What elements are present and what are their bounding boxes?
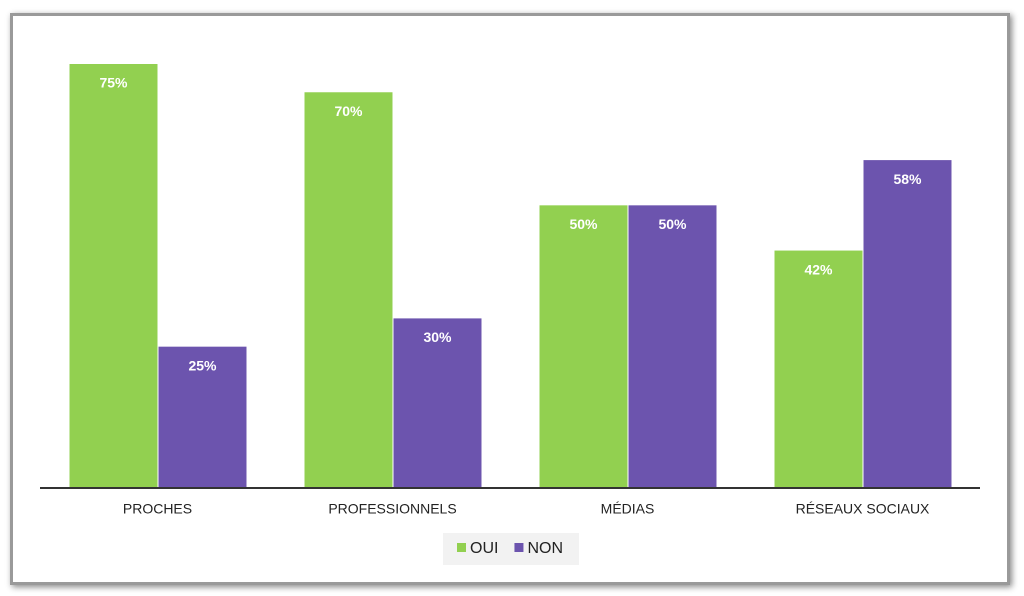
- bar: [69, 64, 158, 488]
- bar: [304, 92, 393, 489]
- bar: [863, 160, 952, 488]
- value-label: 50%: [569, 216, 598, 232]
- value-label: 70%: [334, 103, 363, 119]
- bar: [158, 346, 247, 488]
- x-tick-label: PROFESSIONNELS: [328, 501, 456, 517]
- value-label: 50%: [658, 216, 687, 232]
- value-label: 42%: [804, 261, 833, 277]
- x-tick-label: PROCHES: [123, 501, 192, 517]
- value-label: 58%: [893, 171, 922, 187]
- legend-label: OUI: [470, 540, 498, 557]
- legend-swatch: [457, 543, 466, 552]
- x-tick-label: MÉDIAS: [601, 501, 655, 517]
- legend-label: NON: [527, 540, 563, 557]
- legend-swatch: [514, 543, 524, 552]
- x-tick-label: RÉSEAUX SOCIAUX: [796, 501, 930, 517]
- bar: [393, 318, 482, 488]
- value-label: 75%: [99, 75, 128, 91]
- bar: [539, 205, 628, 489]
- bar: [774, 250, 863, 488]
- value-label: 30%: [423, 329, 452, 345]
- bar: [628, 205, 717, 489]
- value-label: 25%: [188, 357, 217, 373]
